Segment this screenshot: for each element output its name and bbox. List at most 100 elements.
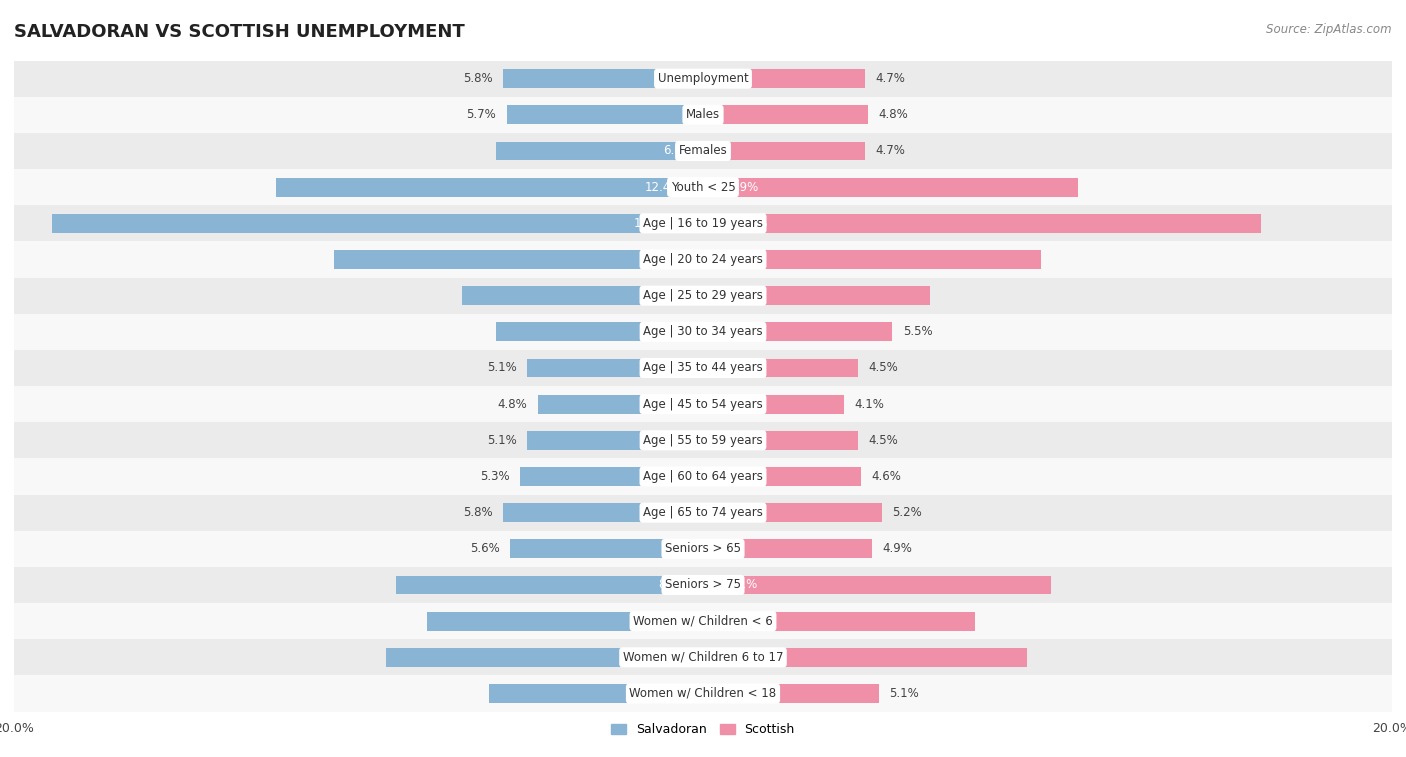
- Text: Age | 16 to 19 years: Age | 16 to 19 years: [643, 217, 763, 230]
- Bar: [703, 394, 844, 413]
- Text: Seniors > 65: Seniors > 65: [665, 542, 741, 556]
- Legend: Salvadoran, Scottish: Salvadoran, Scottish: [606, 718, 800, 741]
- Bar: [335, 250, 703, 269]
- Bar: [703, 178, 1078, 197]
- Text: Youth < 25: Youth < 25: [671, 181, 735, 194]
- Bar: [503, 69, 703, 88]
- Bar: [14, 459, 1392, 494]
- Bar: [461, 286, 703, 305]
- Bar: [14, 350, 1392, 386]
- Bar: [520, 467, 703, 486]
- Text: 5.2%: 5.2%: [893, 506, 922, 519]
- Text: 5.5%: 5.5%: [903, 326, 932, 338]
- Bar: [14, 494, 1392, 531]
- Bar: [703, 612, 976, 631]
- Bar: [14, 278, 1392, 313]
- Bar: [14, 205, 1392, 241]
- Text: Unemployment: Unemployment: [658, 72, 748, 85]
- Text: Seniors > 75: Seniors > 75: [665, 578, 741, 591]
- Text: 10.1%: 10.1%: [720, 578, 758, 591]
- Text: 4.6%: 4.6%: [872, 470, 901, 483]
- Bar: [703, 250, 1040, 269]
- Bar: [703, 322, 893, 341]
- Text: 4.7%: 4.7%: [875, 72, 905, 85]
- Bar: [14, 567, 1392, 603]
- Bar: [14, 97, 1392, 133]
- Text: 10.7%: 10.7%: [647, 253, 685, 266]
- Bar: [14, 639, 1392, 675]
- Text: 4.5%: 4.5%: [869, 434, 898, 447]
- Bar: [703, 359, 858, 378]
- Text: 6.6%: 6.6%: [714, 289, 744, 302]
- Text: 9.2%: 9.2%: [657, 651, 688, 664]
- Text: 6.2%: 6.2%: [662, 687, 692, 700]
- Text: Women w/ Children < 18: Women w/ Children < 18: [630, 687, 776, 700]
- Text: 18.9%: 18.9%: [633, 217, 671, 230]
- Text: 5.1%: 5.1%: [488, 434, 517, 447]
- Text: 5.3%: 5.3%: [481, 470, 510, 483]
- Text: Age | 55 to 59 years: Age | 55 to 59 years: [643, 434, 763, 447]
- Bar: [703, 214, 1261, 232]
- Text: 5.8%: 5.8%: [463, 506, 494, 519]
- Text: Source: ZipAtlas.com: Source: ZipAtlas.com: [1267, 23, 1392, 36]
- Bar: [703, 540, 872, 558]
- Text: 5.8%: 5.8%: [463, 72, 494, 85]
- Bar: [387, 648, 703, 667]
- Text: 8.9%: 8.9%: [658, 578, 688, 591]
- Bar: [703, 142, 865, 160]
- Text: 4.9%: 4.9%: [882, 542, 912, 556]
- Bar: [703, 286, 931, 305]
- Bar: [14, 241, 1392, 278]
- Text: 4.1%: 4.1%: [855, 397, 884, 410]
- Bar: [14, 169, 1392, 205]
- Text: 16.2%: 16.2%: [731, 217, 768, 230]
- Bar: [510, 540, 703, 558]
- Bar: [52, 214, 703, 232]
- Bar: [427, 612, 703, 631]
- Bar: [14, 313, 1392, 350]
- Text: 5.1%: 5.1%: [889, 687, 918, 700]
- Bar: [506, 105, 703, 124]
- Text: Women w/ Children 6 to 17: Women w/ Children 6 to 17: [623, 651, 783, 664]
- Text: SALVADORAN VS SCOTTISH UNEMPLOYMENT: SALVADORAN VS SCOTTISH UNEMPLOYMENT: [14, 23, 465, 41]
- Text: Age | 30 to 34 years: Age | 30 to 34 years: [643, 326, 763, 338]
- Bar: [14, 603, 1392, 639]
- Text: Women w/ Children < 6: Women w/ Children < 6: [633, 615, 773, 628]
- Text: 8.0%: 8.0%: [659, 615, 689, 628]
- Bar: [14, 133, 1392, 169]
- Bar: [703, 684, 879, 703]
- Text: 9.8%: 9.8%: [720, 253, 749, 266]
- Text: 6.0%: 6.0%: [662, 326, 693, 338]
- Bar: [14, 675, 1392, 712]
- Bar: [537, 394, 703, 413]
- Bar: [703, 575, 1050, 594]
- Bar: [503, 503, 703, 522]
- Text: Age | 45 to 54 years: Age | 45 to 54 years: [643, 397, 763, 410]
- Text: 6.0%: 6.0%: [662, 145, 693, 157]
- Text: Age | 20 to 24 years: Age | 20 to 24 years: [643, 253, 763, 266]
- Bar: [496, 322, 703, 341]
- Bar: [14, 61, 1392, 97]
- Bar: [14, 422, 1392, 459]
- Text: Age | 65 to 74 years: Age | 65 to 74 years: [643, 506, 763, 519]
- Bar: [527, 431, 703, 450]
- Bar: [14, 386, 1392, 422]
- Bar: [496, 142, 703, 160]
- Text: 5.7%: 5.7%: [467, 108, 496, 121]
- Text: 4.5%: 4.5%: [869, 362, 898, 375]
- Text: 4.8%: 4.8%: [879, 108, 908, 121]
- Text: 9.4%: 9.4%: [720, 651, 749, 664]
- Text: Males: Males: [686, 108, 720, 121]
- Bar: [703, 69, 865, 88]
- Bar: [14, 531, 1392, 567]
- Bar: [276, 178, 703, 197]
- Text: 7.0%: 7.0%: [661, 289, 690, 302]
- Bar: [489, 684, 703, 703]
- Text: 5.6%: 5.6%: [470, 542, 499, 556]
- Bar: [703, 503, 882, 522]
- Text: Age | 60 to 64 years: Age | 60 to 64 years: [643, 470, 763, 483]
- Bar: [703, 431, 858, 450]
- Bar: [703, 467, 862, 486]
- Text: 7.9%: 7.9%: [717, 615, 747, 628]
- Text: Age | 25 to 29 years: Age | 25 to 29 years: [643, 289, 763, 302]
